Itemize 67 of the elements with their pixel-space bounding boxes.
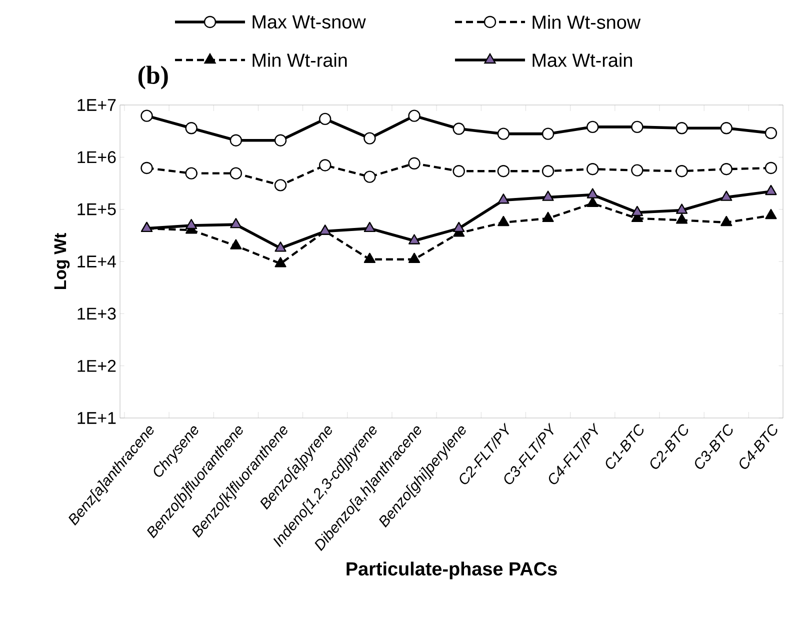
point <box>542 190 554 201</box>
point <box>274 179 287 192</box>
point <box>542 212 554 222</box>
point <box>498 216 510 226</box>
point <box>720 190 732 201</box>
point <box>586 163 599 176</box>
point <box>408 234 420 244</box>
point <box>498 194 510 204</box>
point <box>274 242 286 252</box>
legend-label: Max Wt-rain <box>532 53 632 67</box>
point <box>185 167 198 180</box>
point <box>542 128 554 140</box>
point <box>676 122 688 134</box>
point <box>230 134 242 146</box>
point <box>274 257 286 268</box>
y-tick-label: 1E+4 <box>78 256 116 268</box>
point <box>586 120 599 134</box>
point <box>186 218 198 230</box>
point <box>185 122 198 134</box>
point <box>408 110 420 122</box>
point <box>230 218 242 228</box>
point <box>364 222 376 232</box>
point <box>497 128 510 140</box>
point <box>542 165 554 178</box>
point <box>452 165 465 178</box>
y-tick-label: 1E+6 <box>78 151 116 164</box>
point <box>631 206 644 216</box>
legend-label: Max Wt-snow <box>252 15 366 29</box>
point <box>230 239 242 250</box>
point <box>408 252 420 263</box>
point <box>453 222 465 232</box>
y-tick-label: 1E+5 <box>78 203 116 216</box>
x-axis-title: Particulate-phase PACs <box>346 562 557 580</box>
point <box>720 122 732 134</box>
point <box>720 163 732 176</box>
point <box>764 162 778 174</box>
point <box>364 170 376 183</box>
legend-label: Min Wt-rain <box>252 53 347 67</box>
point <box>408 157 420 170</box>
point <box>452 122 465 135</box>
point <box>586 196 598 207</box>
y-tick-label: 1E+2 <box>78 360 116 372</box>
point <box>631 164 644 176</box>
point <box>720 216 732 226</box>
point <box>319 159 332 172</box>
point <box>274 134 287 146</box>
point <box>140 162 153 174</box>
point <box>230 167 242 180</box>
chart-title: (b) <box>138 66 168 90</box>
y-tick-label: 1E+3 <box>78 308 116 320</box>
y-tick-label: 1E+1 <box>78 412 116 424</box>
y-tick-label: 1E+7 <box>78 99 116 111</box>
point <box>676 214 688 224</box>
point <box>676 165 688 178</box>
point <box>676 204 688 214</box>
point <box>586 188 598 198</box>
point <box>364 132 376 144</box>
point <box>497 165 510 178</box>
point <box>319 112 332 126</box>
point <box>765 208 777 220</box>
point <box>764 126 778 140</box>
point <box>364 252 376 263</box>
point <box>765 184 777 196</box>
point <box>140 110 153 122</box>
y-axis-title: Log Wt <box>54 233 70 290</box>
legend-label: Min Wt-snow <box>532 15 641 29</box>
point <box>631 120 644 134</box>
